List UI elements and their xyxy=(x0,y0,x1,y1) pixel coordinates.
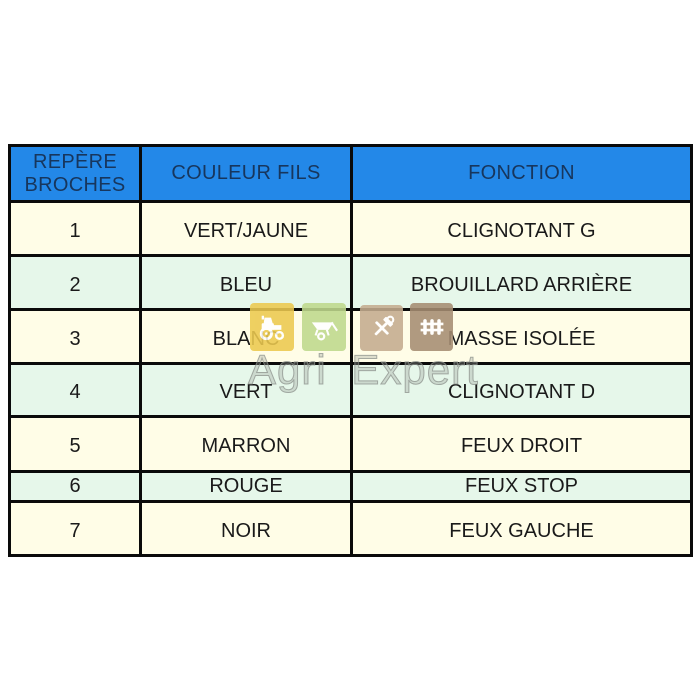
cell-function: CLIGNOTANT G xyxy=(353,203,690,254)
watermark-tile xyxy=(250,303,294,351)
cell-function: FEUX GAUCHE xyxy=(353,503,690,554)
wheelbarrow-icon xyxy=(309,312,339,342)
cell-wire-color: VERT/JAUNE xyxy=(142,203,350,254)
tools-icon xyxy=(368,314,396,342)
cell-pin-number: 2 xyxy=(11,257,139,308)
cell-pin-number: 3 xyxy=(11,311,139,362)
cell-function: CLIGNOTANT D xyxy=(353,365,690,415)
cell-wire-color: BLEU xyxy=(142,257,350,308)
cell-wire-color: MARRON xyxy=(142,418,350,470)
cell-pin-number: 5 xyxy=(11,418,139,470)
cell-wire-color: ROUGE xyxy=(142,473,350,500)
cell-wire-color: VERT xyxy=(142,365,350,415)
cell-pin-number: 7 xyxy=(11,503,139,554)
cell-function: BROUILLARD ARRIÈRE xyxy=(353,257,690,308)
cell-pin-number: 1 xyxy=(11,203,139,254)
tractor-icon xyxy=(257,312,287,342)
watermark-tile xyxy=(410,303,453,351)
cell-function: FEUX DROIT xyxy=(353,418,690,470)
cell-pin-number: 4 xyxy=(11,365,139,415)
header-cell-fonction: FONCTION xyxy=(353,147,690,200)
header-cell-repere-broches: REPÈRE BROCHES xyxy=(11,147,139,200)
fence-icon xyxy=(418,313,446,341)
watermark-tile xyxy=(360,305,403,351)
cell-function: MASSE ISOLÉE xyxy=(353,311,690,362)
wiring-table: REPÈRE BROCHES COULEUR FILS FONCTION 1 V… xyxy=(8,144,693,557)
cell-wire-color: NOIR xyxy=(142,503,350,554)
watermark-tile xyxy=(302,303,346,351)
cell-function: FEUX STOP xyxy=(353,473,690,500)
header-cell-couleur-fils: COULEUR FILS xyxy=(142,147,350,200)
cell-pin-number: 6 xyxy=(11,473,139,500)
